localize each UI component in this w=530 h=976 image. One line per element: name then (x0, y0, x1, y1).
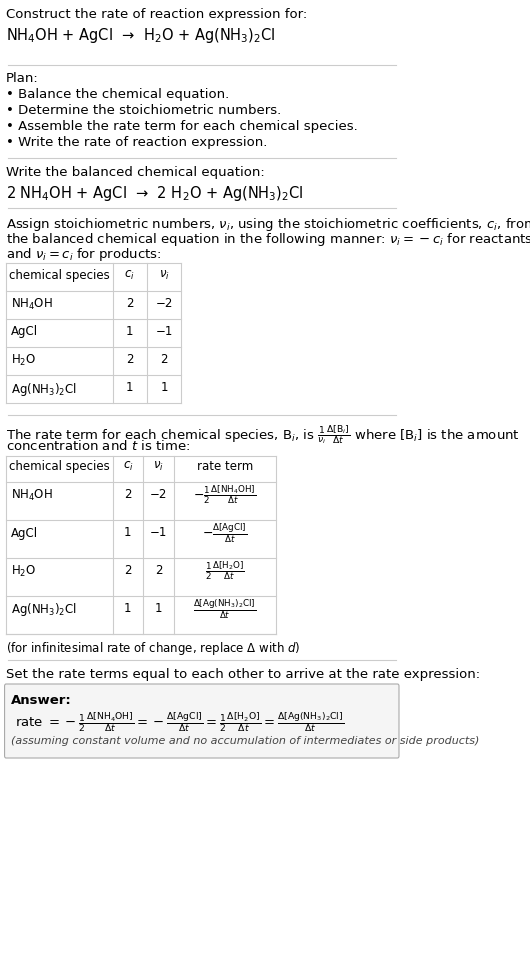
Text: $\nu_i$: $\nu_i$ (158, 269, 170, 282)
Text: $c_i$: $c_i$ (122, 460, 133, 473)
Text: −1: −1 (149, 526, 167, 540)
Text: rate term: rate term (197, 460, 253, 473)
Text: the balanced chemical equation in the following manner: $\nu_i = -c_i$ for react: the balanced chemical equation in the fo… (6, 231, 530, 248)
Text: 2 NH$_4$OH + AgCl  →  2 H$_2$O + Ag(NH$_3$)$_2$Cl: 2 NH$_4$OH + AgCl → 2 H$_2$O + Ag(NH$_3$… (6, 184, 304, 203)
Text: −2: −2 (155, 297, 173, 310)
Text: $-\frac{1}{2}\frac{\Delta[\mathrm{NH_4OH}]}{\Delta t}$: $-\frac{1}{2}\frac{\Delta[\mathrm{NH_4OH… (193, 484, 257, 507)
Text: H$_2$O: H$_2$O (11, 563, 36, 579)
Text: 1: 1 (126, 381, 134, 394)
Text: Write the balanced chemical equation:: Write the balanced chemical equation: (6, 166, 265, 179)
Text: 2: 2 (126, 353, 134, 366)
Text: $\nu_i$: $\nu_i$ (153, 460, 164, 473)
Text: $-\frac{\Delta[\mathrm{AgCl}]}{\Delta t}$: $-\frac{\Delta[\mathrm{AgCl}]}{\Delta t}… (202, 521, 248, 545)
Text: • Balance the chemical equation.: • Balance the chemical equation. (6, 88, 229, 101)
Text: chemical species: chemical species (9, 269, 110, 282)
Text: −1: −1 (155, 325, 173, 338)
Text: Plan:: Plan: (6, 72, 39, 85)
Text: (for infinitesimal rate of change, replace Δ with $d$): (for infinitesimal rate of change, repla… (6, 640, 301, 657)
Text: • Determine the stoichiometric numbers.: • Determine the stoichiometric numbers. (6, 104, 281, 117)
Text: $\frac{\Delta[\mathrm{Ag(NH_3)_2Cl}]}{\Delta t}$: $\frac{\Delta[\mathrm{Ag(NH_3)_2Cl}]}{\D… (193, 597, 257, 621)
Text: 1: 1 (124, 602, 131, 616)
Text: 2: 2 (124, 489, 131, 502)
Text: NH$_4$OH + AgCl  →  H$_2$O + Ag(NH$_3$)$_2$Cl: NH$_4$OH + AgCl → H$_2$O + Ag(NH$_3$)$_2… (6, 26, 276, 45)
Text: AgCl: AgCl (11, 325, 38, 338)
Text: • Assemble the rate term for each chemical species.: • Assemble the rate term for each chemic… (6, 120, 358, 133)
Text: Answer:: Answer: (11, 694, 72, 707)
Text: 1: 1 (124, 526, 131, 540)
FancyBboxPatch shape (5, 684, 399, 758)
Text: 2: 2 (155, 564, 162, 578)
Text: Set the rate terms equal to each other to arrive at the rate expression:: Set the rate terms equal to each other t… (6, 668, 480, 681)
Text: H$_2$O: H$_2$O (11, 353, 36, 368)
Text: Assign stoichiometric numbers, $\nu_i$, using the stoichiometric coefficients, $: Assign stoichiometric numbers, $\nu_i$, … (6, 216, 530, 233)
Text: $c_i$: $c_i$ (125, 269, 135, 282)
Text: and $\nu_i = c_i$ for products:: and $\nu_i = c_i$ for products: (6, 246, 162, 263)
Text: • Write the rate of reaction expression.: • Write the rate of reaction expression. (6, 136, 268, 149)
Text: 1: 1 (155, 602, 162, 616)
Text: 1: 1 (126, 325, 134, 338)
Text: The rate term for each chemical species, B$_i$, is $\frac{1}{\nu_i}\frac{\Delta[: The rate term for each chemical species,… (6, 423, 520, 446)
Text: AgCl: AgCl (11, 526, 38, 540)
Text: NH$_4$OH: NH$_4$OH (11, 297, 52, 312)
Text: 2: 2 (126, 297, 134, 310)
Text: $\frac{1}{2}\frac{\Delta[\mathrm{H_2O}]}{\Delta t}$: $\frac{1}{2}\frac{\Delta[\mathrm{H_2O}]}… (205, 559, 245, 583)
Text: 1: 1 (161, 381, 168, 394)
Text: rate $= -\frac{1}{2}\frac{\Delta[\mathrm{NH_4OH}]}{\Delta t} = -\frac{\Delta[\ma: rate $= -\frac{1}{2}\frac{\Delta[\mathrm… (15, 710, 344, 734)
Text: Construct the rate of reaction expression for:: Construct the rate of reaction expressio… (6, 8, 307, 21)
Text: chemical species: chemical species (9, 460, 110, 473)
Text: (assuming constant volume and no accumulation of intermediates or side products): (assuming constant volume and no accumul… (11, 736, 479, 746)
Text: −2: −2 (149, 489, 167, 502)
Text: NH$_4$OH: NH$_4$OH (11, 487, 52, 503)
Text: concentration and $t$ is time:: concentration and $t$ is time: (6, 439, 190, 453)
Text: Ag(NH$_3$)$_2$Cl: Ag(NH$_3$)$_2$Cl (11, 381, 76, 398)
Text: Ag(NH$_3$)$_2$Cl: Ag(NH$_3$)$_2$Cl (11, 600, 76, 618)
Text: 2: 2 (124, 564, 131, 578)
Text: 2: 2 (161, 353, 168, 366)
